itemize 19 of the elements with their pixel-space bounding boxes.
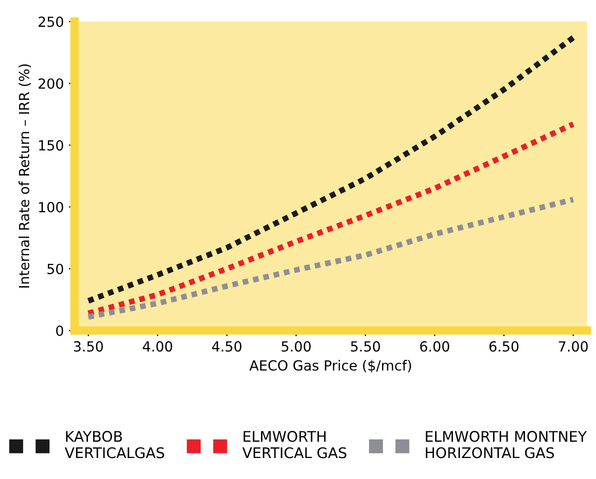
- x-tick-label: 5.50: [351, 341, 380, 352]
- y-tick-label: 250: [38, 16, 64, 28]
- y-axis-title: Internal Rate of Return – IRR (%): [18, 64, 31, 288]
- x-tick-label: 7.00: [558, 341, 588, 352]
- x-tick-label: 4.50: [212, 341, 242, 352]
- y-tick-label: 150: [39, 140, 64, 151]
- y-tick-label: 200: [38, 78, 64, 89]
- x-tick-label: 3.50: [74, 341, 103, 352]
- legend-label: ELMWORTH VERTICAL GAS: [242, 430, 346, 458]
- x-tick-label: 5.00: [282, 341, 311, 352]
- x-tick-label: 6.00: [420, 341, 450, 352]
- legend-label: ELMWORTH MONTNEY HORIZONTAL GAS: [426, 430, 587, 458]
- x-tick-label: 4.00: [142, 341, 172, 352]
- y-tick-label: 100: [39, 202, 64, 212]
- legend-label: KAYBOB VERTICALGAS: [64, 430, 164, 458]
- y-tick-label: 0: [56, 325, 64, 336]
- y-tick-label: 50: [47, 264, 64, 274]
- x-tick-label: 6.50: [489, 341, 518, 352]
- x-axis-title: AECO Gas Price ($/mcf): [249, 360, 412, 373]
